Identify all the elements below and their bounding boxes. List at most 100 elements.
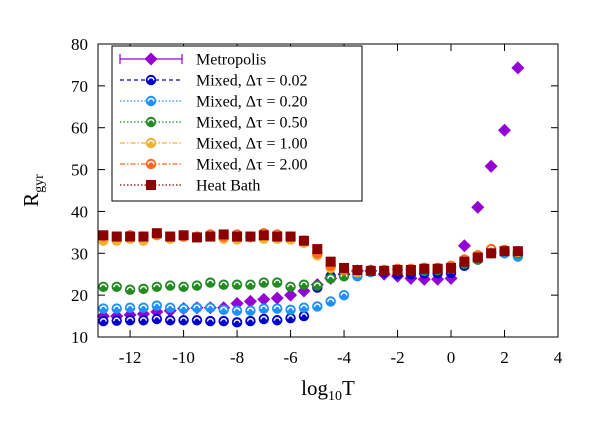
data-point-highlight — [220, 306, 228, 311]
data-point — [312, 301, 323, 312]
data-point-highlight — [327, 298, 335, 302]
data-point-highlight — [220, 318, 228, 322]
series-mixed-dt-1-00 — [98, 230, 524, 278]
legend-entry-mixed-dt-0-20: Mixed, Δτ = 0.20 — [120, 94, 308, 111]
data-point-highlight — [206, 318, 214, 322]
series-mixed-dt-2-00 — [98, 227, 524, 277]
data-point — [151, 300, 163, 311]
data-point — [218, 304, 229, 315]
data-point-highlight — [246, 281, 254, 286]
data-point — [258, 277, 270, 288]
data-point — [285, 312, 296, 324]
data-point-highlight — [313, 282, 321, 287]
x-tick-label: -8 — [230, 348, 244, 367]
data-point — [419, 263, 430, 274]
data-point-highlight — [126, 304, 134, 309]
data-point-highlight — [287, 315, 295, 319]
data-point-highlight — [246, 307, 254, 312]
data-point-highlight — [166, 317, 174, 321]
data-point — [471, 200, 485, 214]
data-point — [245, 231, 256, 242]
data-point — [298, 302, 310, 313]
x-axis-label: log10T — [301, 376, 355, 404]
data-point-highlight — [99, 318, 107, 322]
legend-entry-mixed-dt-2-00: Mixed, Δτ = 2.00 — [120, 157, 308, 174]
data-point — [205, 315, 216, 327]
data-point — [231, 305, 243, 316]
series-mixed-dt-0-50 — [98, 245, 524, 295]
y-tick-label: 80 — [71, 35, 88, 54]
legend-entry-heat-bath: Heat Bath — [120, 178, 260, 195]
data-point — [258, 303, 270, 314]
data-point — [165, 280, 176, 291]
data-point-highlight — [193, 282, 201, 287]
data-point-highlight — [287, 306, 295, 311]
data-point — [339, 262, 350, 273]
data-point — [165, 302, 176, 313]
data-point-highlight — [113, 305, 121, 310]
data-point — [231, 317, 243, 328]
legend-label: Mixed, Δτ = 1.00 — [196, 136, 308, 153]
data-point-highlight — [166, 304, 174, 309]
data-point — [232, 231, 243, 242]
data-point-highlight — [273, 317, 281, 321]
x-tick-label: -10 — [172, 348, 195, 367]
data-point — [98, 303, 109, 314]
data-point-highlight — [139, 285, 148, 290]
data-point — [365, 265, 376, 276]
data-point — [111, 303, 122, 314]
x-tick-label: -2 — [390, 348, 404, 367]
data-point — [511, 61, 525, 75]
data-point-highlight — [233, 319, 241, 323]
data-marks — [96, 61, 525, 328]
data-point — [325, 273, 336, 284]
data-point — [125, 231, 136, 242]
data-point-highlight — [246, 318, 254, 322]
data-point — [484, 159, 498, 173]
data-point-highlight — [180, 305, 188, 310]
data-point — [98, 281, 109, 292]
data-point — [457, 239, 471, 253]
data-point-highlight — [99, 283, 107, 288]
x-tick-label: -12 — [119, 348, 142, 367]
legend-entry-mixed-dt-0-02: Mixed, Δτ = 0.02 — [120, 73, 308, 90]
legend-marker-highlight — [147, 118, 155, 123]
data-point — [285, 304, 296, 315]
data-point — [325, 256, 336, 267]
data-point — [191, 232, 202, 243]
data-point — [245, 305, 256, 316]
y-tick-label: 50 — [71, 161, 88, 180]
data-point — [325, 296, 336, 307]
data-point — [178, 315, 189, 326]
data-point — [298, 279, 310, 290]
x-tick-label: 2 — [500, 348, 509, 367]
data-point — [178, 303, 189, 314]
data-point — [258, 230, 269, 241]
data-point — [338, 289, 350, 301]
data-point — [191, 280, 203, 291]
data-point — [178, 230, 189, 241]
tick-labels: -12 -10 -8 -6 -4 -2 0 2 4 10 20 30 40 50 60 70 80 — [71, 35, 563, 367]
data-point — [205, 277, 216, 288]
data-point — [392, 265, 403, 276]
data-point — [271, 303, 283, 314]
data-point-highlight — [126, 286, 134, 291]
data-point-highlight — [327, 275, 335, 279]
data-point — [218, 315, 229, 327]
data-point-highlight — [233, 307, 241, 312]
plot-frame — [97, 43, 559, 338]
data-point — [243, 294, 257, 308]
data-point — [138, 315, 149, 326]
data-point — [111, 315, 122, 326]
data-point-highlight — [180, 283, 188, 288]
data-point — [284, 288, 298, 302]
data-point-highlight — [340, 292, 348, 296]
y-tick-label: 30 — [71, 244, 88, 263]
data-point — [512, 246, 523, 257]
data-point — [446, 262, 457, 273]
data-point — [191, 315, 203, 326]
x-axis-label-base: log — [301, 376, 328, 400]
data-point-highlight — [300, 312, 308, 317]
data-point — [138, 302, 149, 313]
